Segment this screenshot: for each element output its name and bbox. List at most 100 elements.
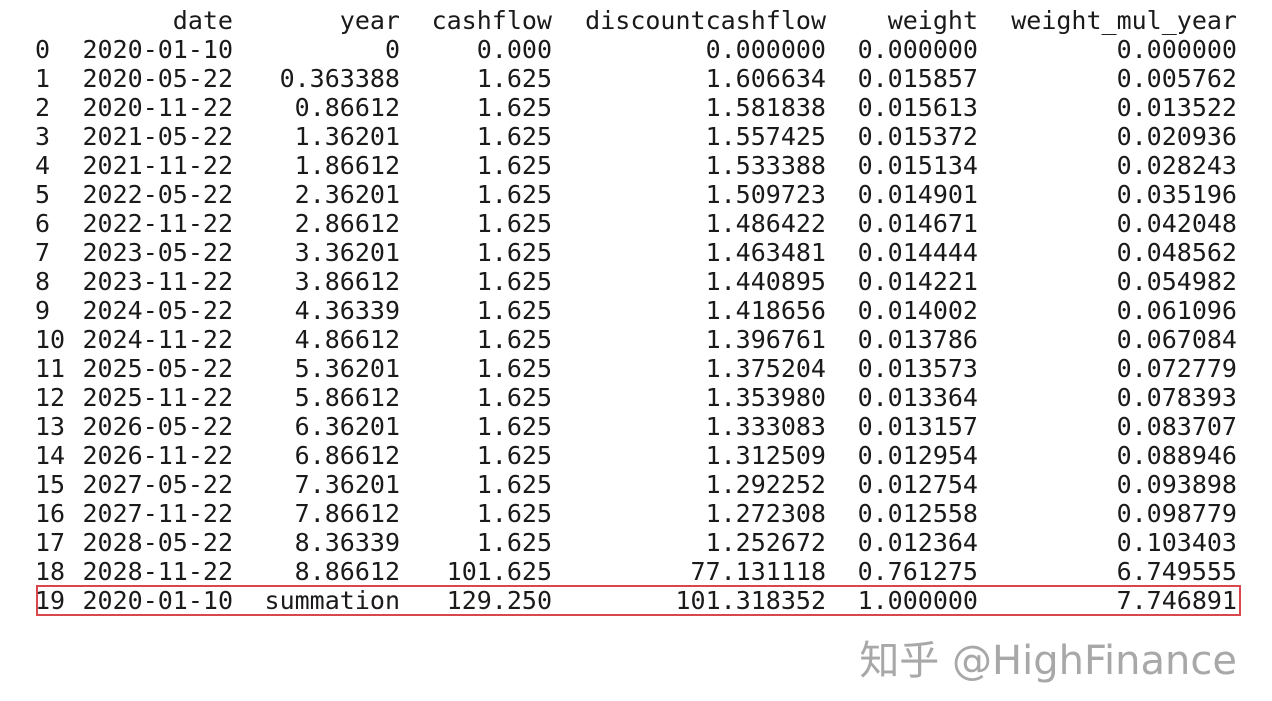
cashflow-cell: 1.625 <box>476 499 552 528</box>
cashflow-cell: 1.625 <box>476 238 552 267</box>
table-row: 14 2026-11-22 6.86612 1.625 1.312509 0.012954… <box>0 441 1272 470</box>
discountcashflow-cell: 1.353980 <box>705 383 826 412</box>
discountcashflow-cell: 1.396761 <box>705 325 826 354</box>
header-weight-mul-year: weight_mul_year <box>1011 6 1237 35</box>
table-row: 18 2028-11-22 8.86612 101.625 77.131118 0.761… <box>0 557 1272 586</box>
year-cell: 4.86612 <box>294 325 400 354</box>
header-row: date year cashflow discountcashflow weig… <box>0 6 1272 35</box>
date-cell: 2021-05-22 <box>82 122 233 151</box>
year-cell: 6.86612 <box>294 441 400 470</box>
date-cell: 2022-05-22 <box>82 180 233 209</box>
discountcashflow-cell: 1.440895 <box>705 267 826 296</box>
table-row: 5 2022-05-22 2.36201 1.625 1.509723 0.014901 0… <box>0 180 1272 209</box>
weight-mul-year-cell: 0.013522 <box>1116 93 1237 122</box>
row-index: 9 <box>35 296 51 325</box>
year-cell: 1.36201 <box>294 122 400 151</box>
weight-cell: 1.000000 <box>857 586 978 615</box>
header-year: year <box>339 6 400 35</box>
year-cell: 0 <box>384 35 400 64</box>
weight-mul-year-cell: 6.749555 <box>1116 557 1237 586</box>
summation-row: 19 2020-01-10 summation 129.250 101.318352 1.… <box>0 586 1272 615</box>
weight-cell: 0.012954 <box>857 441 978 470</box>
table-row: 11 2025-05-22 5.36201 1.625 1.375204 0.013573… <box>0 354 1272 383</box>
date-cell: 2023-05-22 <box>82 238 233 267</box>
row-index: 18 <box>35 557 66 586</box>
year-cell: 4.36339 <box>294 296 400 325</box>
year-cell: 7.86612 <box>294 499 400 528</box>
row-index: 16 <box>35 499 66 528</box>
year-cell: 2.36201 <box>294 180 400 209</box>
header-weight: weight <box>887 6 978 35</box>
weight-cell: 0.761275 <box>857 557 978 586</box>
weight-mul-year-cell: 0.028243 <box>1116 151 1237 180</box>
weight-mul-year-cell: 0.088946 <box>1116 441 1237 470</box>
cashflow-cell: 1.625 <box>476 528 552 557</box>
cashflow-cell: 1.625 <box>476 64 552 93</box>
cashflow-cell: 0.000 <box>476 35 552 64</box>
table-row: 1 2020-05-22 0.363388 1.625 1.606634 0.015857… <box>0 64 1272 93</box>
year-cell: 0.363388 <box>279 64 400 93</box>
weight-mul-year-cell: 0.042048 <box>1116 209 1237 238</box>
table-row: 15 2027-05-22 7.36201 1.625 1.292252 0.012754… <box>0 470 1272 499</box>
weight-cell: 0.013364 <box>857 383 978 412</box>
table-row: 13 2026-05-22 6.36201 1.625 1.333083 0.013157… <box>0 412 1272 441</box>
table-row: 10 2024-11-22 4.86612 1.625 1.396761 0.013786… <box>0 325 1272 354</box>
year-cell: 5.36201 <box>294 354 400 383</box>
discountcashflow-cell: 1.312509 <box>705 441 826 470</box>
discountcashflow-cell: 1.375204 <box>705 354 826 383</box>
year-cell: 8.86612 <box>294 557 400 586</box>
table-row: 9 2024-05-22 4.36339 1.625 1.418656 0.014002 0… <box>0 296 1272 325</box>
weight-mul-year-cell: 0.048562 <box>1116 238 1237 267</box>
table-row: 16 2027-11-22 7.86612 1.625 1.272308 0.012558… <box>0 499 1272 528</box>
weight-cell: 0.015134 <box>857 151 978 180</box>
year-cell: 3.36201 <box>294 238 400 267</box>
discountcashflow-cell: 1.581838 <box>705 93 826 122</box>
date-cell: 2020-01-10 <box>82 586 233 615</box>
weight-mul-year-cell: 0.078393 <box>1116 383 1237 412</box>
cashflow-cell: 1.625 <box>476 209 552 238</box>
table-row: 0 2020-01-10 0 0.000 0.000000 0.000000 0.00000… <box>0 35 1272 64</box>
discountcashflow-cell: 1.292252 <box>705 470 826 499</box>
weight-mul-year-cell: 0.083707 <box>1116 412 1237 441</box>
date-cell: 2026-05-22 <box>82 412 233 441</box>
year-cell: 1.86612 <box>294 151 400 180</box>
discountcashflow-cell: 1.333083 <box>705 412 826 441</box>
date-cell: 2020-01-10 <box>82 35 233 64</box>
row-index: 5 <box>35 180 51 209</box>
weight-cell: 0.012754 <box>857 470 978 499</box>
weight-cell: 0.013157 <box>857 412 978 441</box>
weight-cell: 0.015372 <box>857 122 978 151</box>
discountcashflow-cell: 77.131118 <box>690 557 826 586</box>
weight-mul-year-cell: 0.061096 <box>1116 296 1237 325</box>
weight-mul-year-cell: 0.067084 <box>1116 325 1237 354</box>
cashflow-cell: 1.625 <box>476 267 552 296</box>
cashflow-cell: 1.625 <box>476 470 552 499</box>
weight-mul-year-cell: 0.000000 <box>1116 35 1237 64</box>
row-index: 13 <box>35 412 66 441</box>
cashflow-cell: 1.625 <box>476 180 552 209</box>
discountcashflow-cell: 1.272308 <box>705 499 826 528</box>
date-cell: 2024-05-22 <box>82 296 233 325</box>
weight-mul-year-cell: 0.020936 <box>1116 122 1237 151</box>
cashflow-cell: 1.625 <box>476 383 552 412</box>
weight-mul-year-cell: 7.746891 <box>1116 586 1237 615</box>
cashflow-cell: 129.250 <box>446 586 552 615</box>
watermark: 知乎 @HighFinance <box>859 638 1237 684</box>
discountcashflow-cell: 1.486422 <box>705 209 826 238</box>
header-date: date <box>172 6 233 35</box>
discountcashflow-cell: 1.509723 <box>705 180 826 209</box>
row-index: 12 <box>35 383 66 412</box>
discountcashflow-cell: 1.252672 <box>705 528 826 557</box>
table-row: 4 2021-11-22 1.86612 1.625 1.533388 0.015134 0… <box>0 151 1272 180</box>
table-row: 2 2020-11-22 0.86612 1.625 1.581838 0.015613 0… <box>0 93 1272 122</box>
summation-highlight-box <box>36 585 1241 616</box>
date-cell: 2025-11-22 <box>82 383 233 412</box>
date-cell: 2021-11-22 <box>82 151 233 180</box>
weight-mul-year-cell: 0.005762 <box>1116 64 1237 93</box>
weight-mul-year-cell: 0.054982 <box>1116 267 1237 296</box>
weight-cell: 0.014221 <box>857 267 978 296</box>
cashflow-cell: 1.625 <box>476 122 552 151</box>
row-index: 7 <box>35 238 51 267</box>
discountcashflow-cell: 1.557425 <box>705 122 826 151</box>
weight-cell: 0.015857 <box>857 64 978 93</box>
